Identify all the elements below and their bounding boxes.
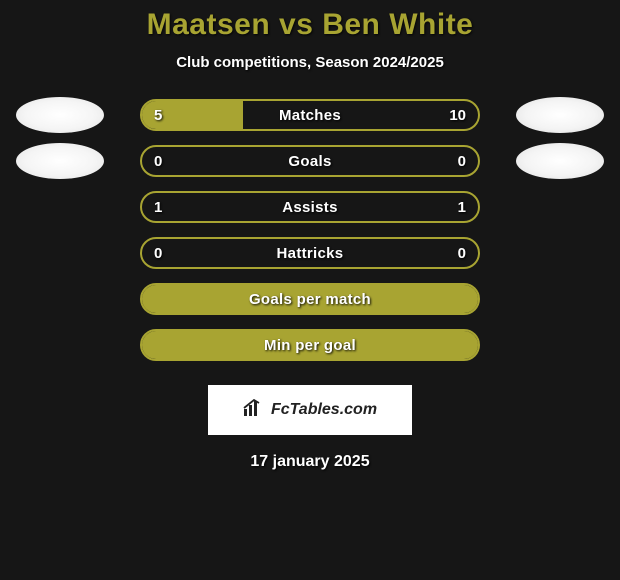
- stat-rows: 510Matches 00Goals 11Assists 00Hattricks Goa…: [0, 99, 620, 375]
- stat-label: Min per goal: [142, 337, 478, 354]
- date-label: 17 january 2025: [0, 453, 620, 471]
- comparison-panel: Maatsen vs Ben White Club competitions, …: [0, 0, 620, 471]
- player-avatar-right: [516, 97, 604, 133]
- logo-inner: FcTables.com: [243, 399, 377, 422]
- stat-label: Goals: [142, 153, 478, 170]
- player-avatar-left: [16, 143, 104, 179]
- logo-text: FcTables.com: [271, 401, 377, 419]
- stat-row: 510Matches: [0, 99, 620, 145]
- stat-bar: 00Hattricks: [140, 237, 480, 269]
- subtitle: Club competitions, Season 2024/2025: [0, 54, 620, 71]
- stat-label: Goals per match: [142, 291, 478, 308]
- stat-row: 11Assists: [0, 191, 620, 237]
- stat-row: 00Goals: [0, 145, 620, 191]
- stat-bar: Min per goal: [140, 329, 480, 361]
- page-title: Maatsen vs Ben White: [0, 8, 620, 42]
- player-avatar-right: [516, 143, 604, 179]
- stat-label: Hattricks: [142, 245, 478, 262]
- stat-row: Min per goal: [0, 329, 620, 375]
- stat-bar: Goals per match: [140, 283, 480, 315]
- stat-bar: 00Goals: [140, 145, 480, 177]
- stat-row: Goals per match: [0, 283, 620, 329]
- stat-bar: 11Assists: [140, 191, 480, 223]
- stat-label: Matches: [142, 107, 478, 124]
- stat-label: Assists: [142, 199, 478, 216]
- source-logo[interactable]: FcTables.com: [208, 385, 412, 435]
- player-avatar-left: [16, 97, 104, 133]
- chart-icon: [243, 399, 265, 422]
- stat-bar: 510Matches: [140, 99, 480, 131]
- stat-row: 00Hattricks: [0, 237, 620, 283]
